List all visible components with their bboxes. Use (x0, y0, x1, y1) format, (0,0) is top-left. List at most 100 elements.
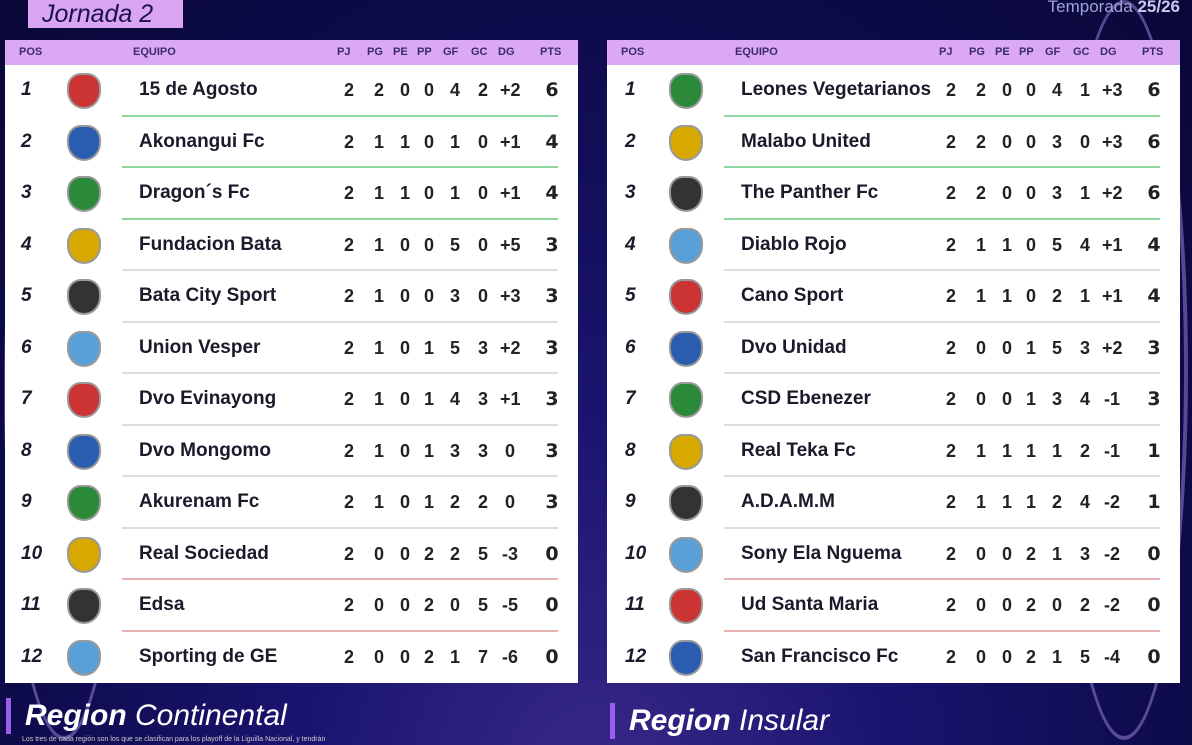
team-name: Real Sociedad (139, 542, 269, 564)
stat-pe: 0 (1001, 131, 1012, 152)
team-name: Dvo Unidad (741, 336, 847, 358)
position: 9 (21, 491, 32, 512)
team-crest-icon (67, 536, 101, 573)
stat-dg: -2 (1103, 492, 1120, 512)
position: 7 (21, 388, 32, 409)
stat-pe: 0 (1001, 389, 1012, 409)
stat-pp: 2 (1025, 595, 1036, 615)
stat-pp: 2 (423, 543, 434, 564)
stat-gc: 7 (477, 646, 488, 667)
stat-pe: 0 (399, 440, 410, 461)
stat-dg: +1 (500, 389, 521, 409)
team-name: Bata City Sport (139, 285, 277, 306)
team-name: Cano Sport (741, 285, 844, 306)
stat-gf: 1 (449, 183, 460, 203)
stat-pg: 0 (975, 595, 986, 615)
points: 6 (1147, 130, 1161, 153)
stat-pp: 1 (423, 337, 434, 358)
stat-pg: 0 (975, 337, 986, 358)
row-divider (724, 423, 1160, 426)
team-crest-icon (67, 433, 101, 470)
table-row: 1 15 de Agosto 2 2 0 0 4 2 +2 6 (5, 65, 578, 117)
team-crest-icon (67, 639, 101, 676)
table-row: 9 A.D.A.M.M 2 1 1 1 2 4 -2 1 (607, 477, 1180, 529)
stat-pg: 0 (975, 543, 986, 564)
column-header-gc: GC (471, 46, 488, 58)
stat-gf: 4 (1051, 80, 1062, 100)
position: 1 (625, 79, 636, 100)
table-row: 10 Sony Ela Nguema 2 0 0 2 1 3 -2 0 (607, 529, 1180, 580)
stat-pe: 1 (399, 183, 410, 203)
stat-gc: 3 (477, 389, 488, 409)
points: 6 (545, 79, 559, 101)
stat-gc: 5 (477, 595, 488, 615)
stat-dg: -1 (1103, 389, 1120, 409)
team-name: 15 de Agosto (139, 79, 258, 100)
stat-dg: -6 (501, 646, 518, 667)
team-crest-icon (67, 73, 101, 109)
stat-gc: 1 (1079, 286, 1090, 306)
stat-gc: 2 (477, 492, 488, 512)
stat-gc: 4 (1079, 492, 1090, 512)
team-crest-icon (669, 639, 703, 676)
team-name: Dvo Evinayong (139, 388, 277, 409)
stat-gf: 1 (1051, 440, 1062, 461)
row-divider (122, 269, 558, 271)
table-row: 6 Dvo Unidad 2 0 0 1 5 3 +2 3 (607, 323, 1180, 374)
position: 3 (21, 182, 32, 203)
position: 2 (625, 130, 636, 152)
stat-pg: 1 (975, 492, 986, 512)
points: 3 (545, 388, 559, 410)
team-crest-icon (669, 176, 703, 212)
team-crest-icon (67, 279, 101, 315)
stat-pp: 2 (1025, 646, 1036, 667)
table-row: 2 Malabo United 2 2 0 0 3 0 +3 6 (607, 117, 1180, 168)
row-divider (724, 578, 1160, 580)
stat-dg: -1 (1103, 440, 1120, 461)
stat-pp: 0 (1025, 80, 1036, 100)
stat-pj: 2 (945, 234, 956, 255)
stat-gc: 0 (477, 183, 488, 203)
stat-gf: 2 (449, 492, 460, 512)
stat-dg: -2 (1103, 595, 1120, 615)
row-divider (724, 372, 1160, 374)
position: 1 (21, 79, 32, 100)
table-row: 3 Dragon´s Fc 2 1 1 0 1 0 +1 4 (5, 168, 578, 220)
stat-dg: +3 (1102, 131, 1123, 152)
stat-pe: 0 (1001, 543, 1012, 564)
position: 8 (21, 439, 32, 461)
row-divider (122, 372, 558, 374)
stat-pj: 2 (343, 440, 354, 461)
position: 10 (625, 542, 647, 564)
stat-gf: 1 (449, 646, 460, 667)
stat-dg: +5 (500, 234, 521, 255)
stat-pj: 2 (343, 131, 354, 152)
table-row: 4 Fundacion Bata 2 1 0 0 5 0 +5 3 (5, 220, 578, 271)
stat-gf: 0 (1051, 595, 1062, 615)
points: 3 (1147, 388, 1161, 410)
position: 10 (21, 542, 43, 564)
stat-pp: 2 (423, 595, 434, 615)
stat-gc: 2 (1079, 440, 1090, 461)
stat-gc: 0 (1079, 131, 1090, 152)
stat-pe: 0 (399, 389, 410, 409)
table-row: 10 Real Sociedad 2 0 0 2 2 5 -3 0 (5, 529, 578, 580)
position: 12 (625, 645, 647, 667)
stat-pe: 0 (399, 234, 410, 255)
stat-gc: 2 (1079, 595, 1090, 615)
column-header-pg: PG (969, 46, 985, 58)
standings-table-continental: POS EQUIPO PJ PG PE PP GF GC DG PTS 1 15 de Agosto 2… (5, 40, 578, 683)
position: 5 (625, 285, 636, 306)
table-row: 5 Cano Sport 2 1 1 0 2 1 +1 4 (607, 271, 1180, 323)
stat-pj: 2 (343, 646, 354, 667)
region-title-continental: Region Continental (6, 698, 287, 734)
team-crest-icon (669, 433, 703, 470)
stat-pg: 1 (373, 183, 384, 203)
team-crest-icon (67, 227, 101, 264)
position: 4 (21, 233, 32, 255)
column-header-pg: PG (367, 46, 383, 58)
stat-pp: 1 (1025, 440, 1036, 461)
stat-gc: 3 (477, 440, 488, 461)
standings-table-insular: POS EQUIPO PJ PG PE PP GF GC DG PTS 1 Leones Vegeta… (607, 40, 1180, 683)
team-crest-icon (67, 330, 101, 367)
